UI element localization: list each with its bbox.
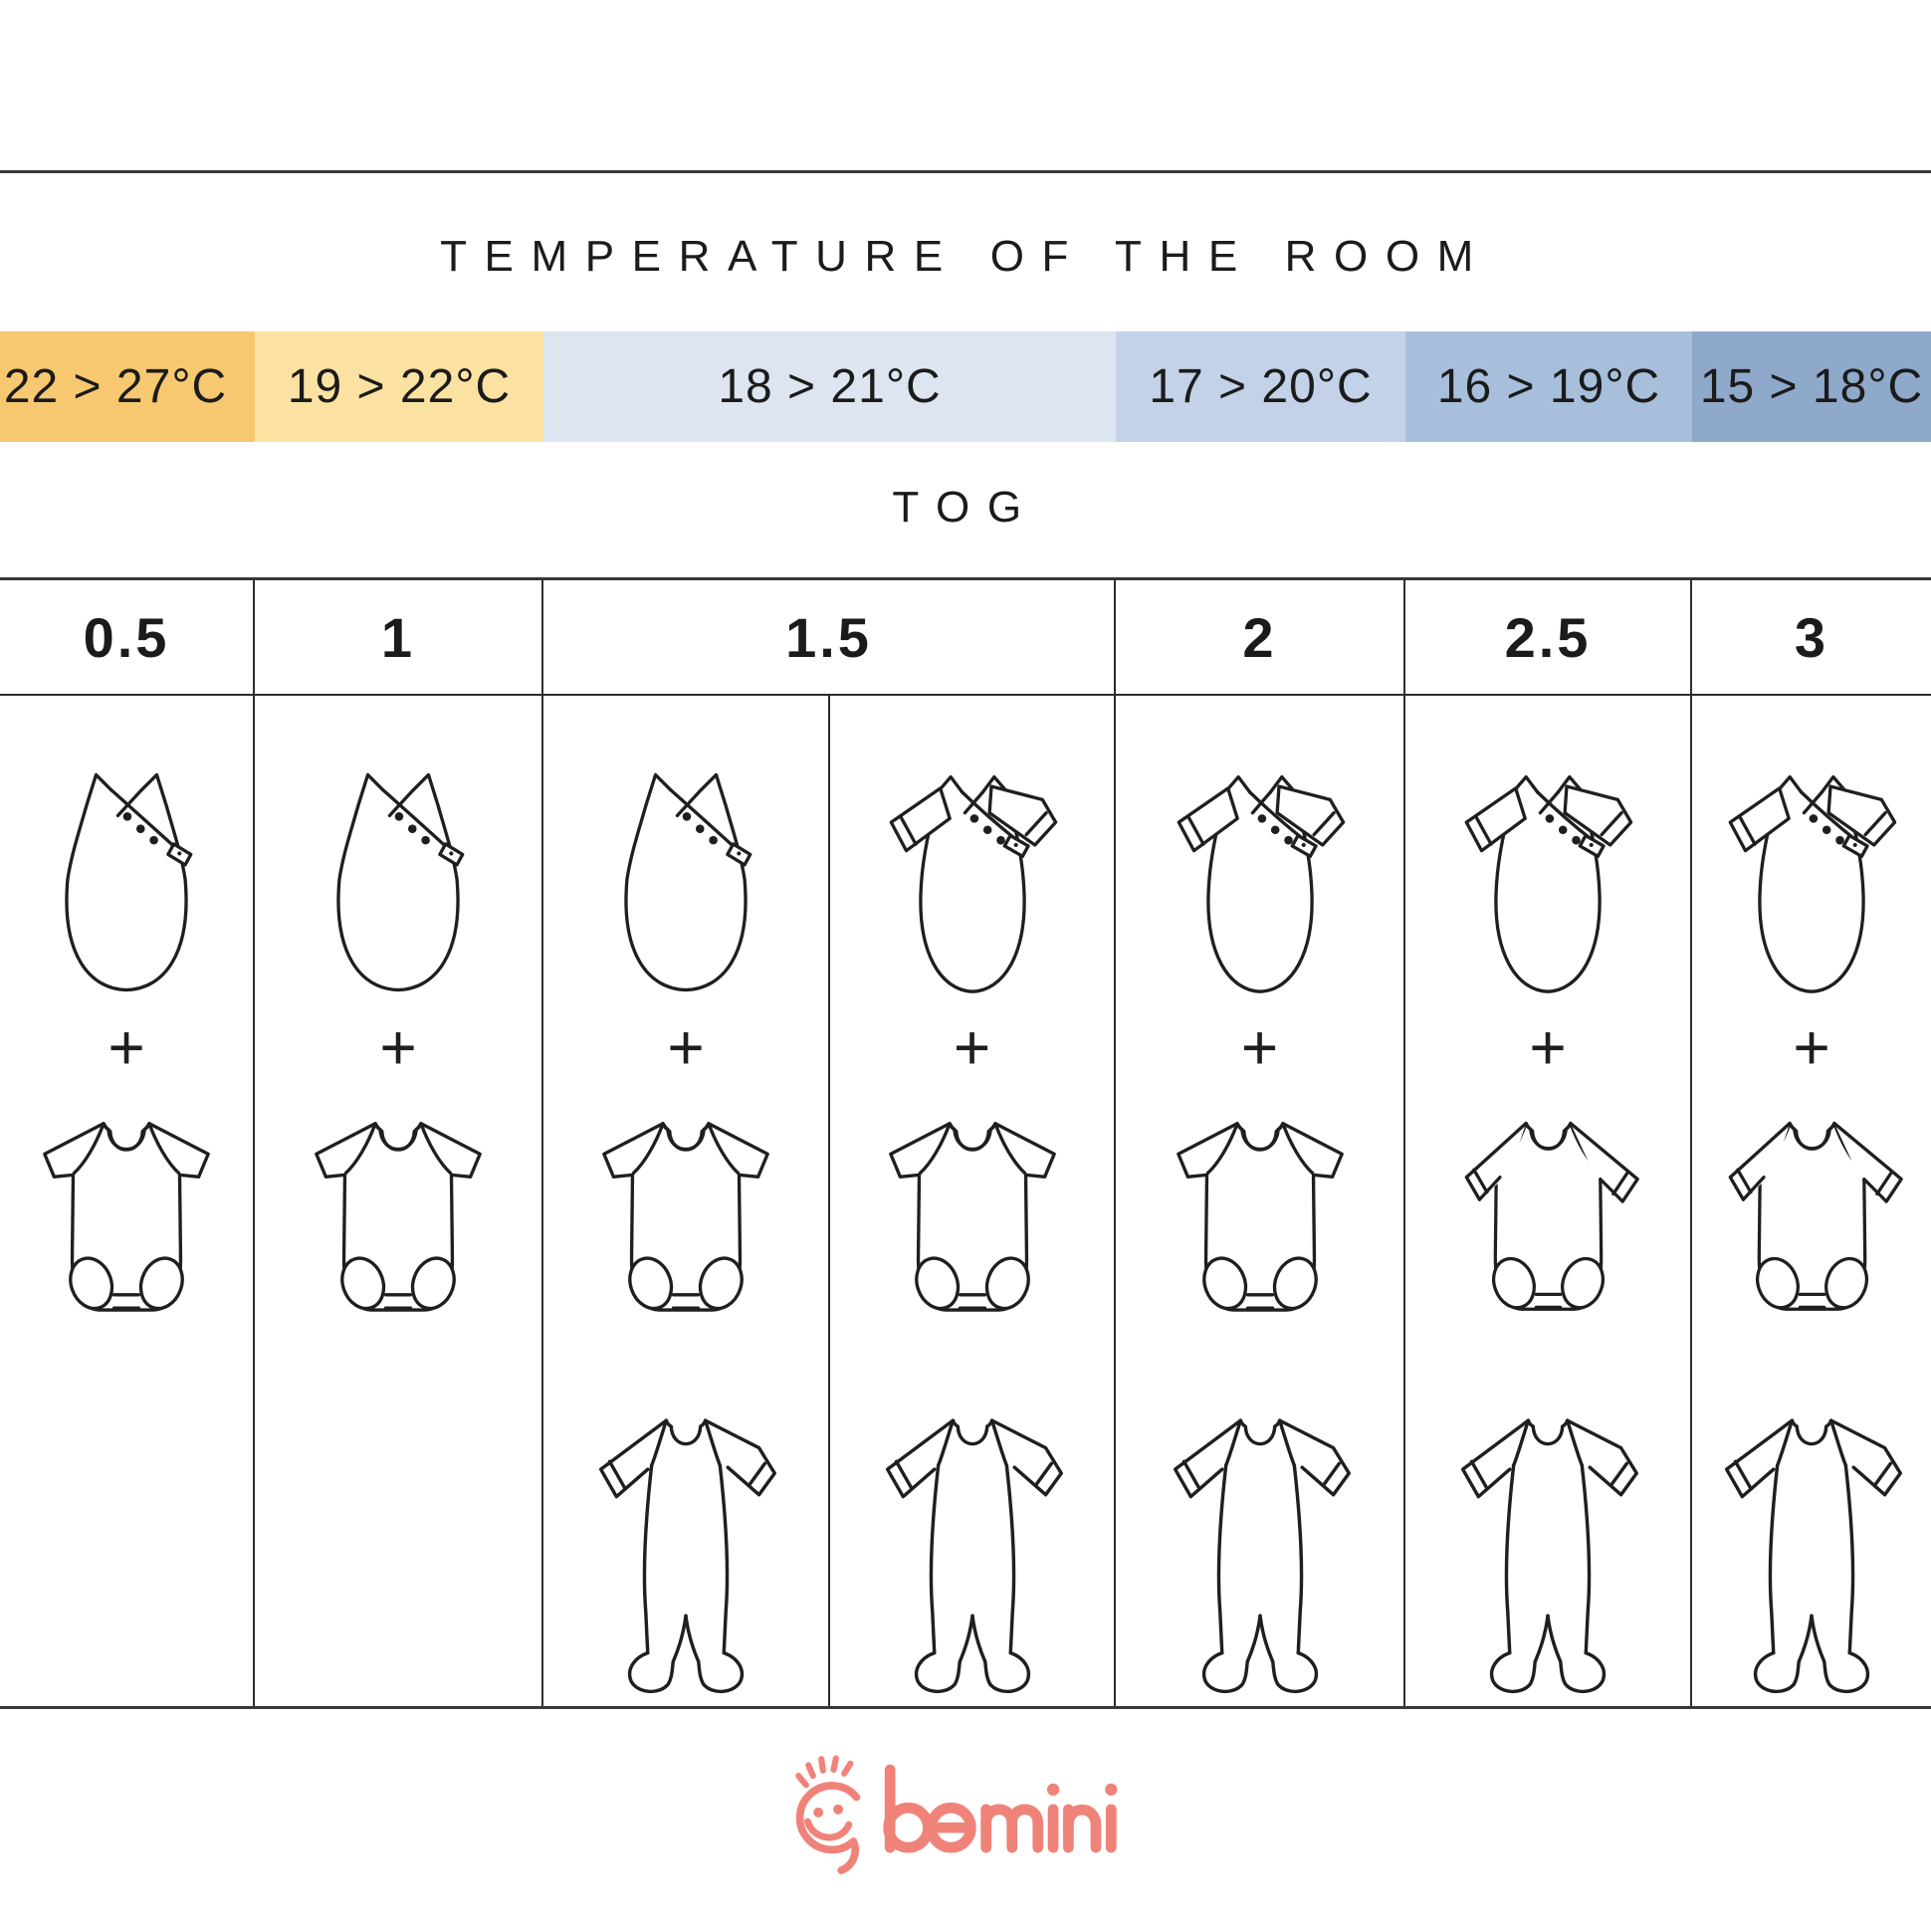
plus-sign: +: [379, 1011, 417, 1083]
tog-column-1-cell: +: [255, 696, 543, 1706]
temp-segment-22-27: 22 > 27°C: [0, 331, 255, 442]
tog-column-2.5-cell: +: [1405, 696, 1692, 1706]
plus-sign: +: [1529, 1011, 1567, 1083]
long-sleeve-sleeping-bag-icon: [1177, 774, 1345, 993]
temp-segment-label: 17 > 20°C: [1149, 360, 1373, 413]
tog-header-3: 3: [1692, 580, 1931, 696]
top-divider-line: [0, 170, 1931, 173]
sleeveless-sleeping-bag-icon: [65, 772, 193, 992]
temp-segment-label: 18 > 21°C: [718, 360, 942, 413]
plus-sign: +: [1240, 1011, 1279, 1083]
plus-sign: +: [107, 1011, 145, 1083]
long-sleeve-sleeping-bag-icon: [889, 774, 1057, 993]
short-sleeve-bodysuit-icon: [315, 1122, 482, 1313]
tog-column-2-cell: +: [1116, 696, 1405, 1706]
footed-pajamas-icon: [1173, 1418, 1351, 1694]
tog-table: 0.5 1 1.5 2 2.5 3 + + + + + +: [0, 577, 1931, 1709]
temp-segment-16-19: 16 > 19°C: [1405, 331, 1692, 442]
sleeveless-sleeping-bag-icon: [336, 772, 465, 992]
temp-segment-17-20: 17 > 20°C: [1116, 331, 1405, 442]
short-sleeve-bodysuit-icon: [43, 1122, 210, 1313]
tog-header-1: 1: [255, 580, 543, 696]
footed-pajamas-icon: [885, 1418, 1063, 1694]
short-sleeve-bodysuit-icon: [888, 1122, 1056, 1313]
temp-segment-label: 22 > 27°C: [3, 360, 228, 413]
tog-header-2: 2: [1116, 580, 1405, 696]
temp-segment-label: 16 > 19°C: [1436, 360, 1661, 413]
tog-column-1.5b-cell: +: [830, 696, 1116, 1706]
footed-pajamas-icon: [598, 1418, 776, 1694]
tog-header-2.5: 2.5: [1405, 580, 1692, 696]
long-sleeve-sleeping-bag-icon: [1728, 774, 1897, 993]
footed-pajamas-icon: [1460, 1418, 1638, 1694]
temp-segment-19-22: 19 > 22°C: [255, 331, 543, 442]
tog-header-0.5: 0.5: [0, 580, 255, 696]
tog-column-1.5a-cell: +: [543, 696, 830, 1706]
plus-sign: +: [953, 1011, 991, 1083]
long-sleeve-bodysuit-icon: [1728, 1121, 1903, 1313]
plus-sign: +: [667, 1011, 705, 1083]
long-sleeve-sleeping-bag-icon: [1464, 774, 1633, 993]
temp-segment-15-18: 15 > 18°C: [1692, 331, 1931, 442]
temp-segment-label: 15 > 18°C: [1699, 360, 1924, 413]
tog-header-1.5: 1.5: [543, 580, 1116, 696]
plus-sign: +: [1793, 1011, 1830, 1083]
tog-column-0.5-cell: +: [0, 696, 255, 1706]
bemini-wordmark: [786, 1750, 1145, 1887]
short-sleeve-bodysuit-icon: [602, 1122, 769, 1313]
temp-segment-label: 19 > 22°C: [287, 360, 512, 413]
smiley-face-icon: [798, 1758, 1117, 1870]
sleeveless-sleeping-bag-icon: [624, 772, 752, 992]
page-title: TEMPERATURE OF THE ROOM: [440, 232, 1491, 281]
tog-title: TOG: [892, 483, 1039, 532]
short-sleeve-bodysuit-icon: [1176, 1122, 1344, 1313]
temp-segment-18-21: 18 > 21°C: [543, 331, 1116, 442]
bemini-logo: [786, 1750, 1145, 1887]
long-sleeve-bodysuit-icon: [1464, 1121, 1639, 1313]
tog-column-3-cell: +: [1692, 696, 1931, 1706]
footed-pajamas-icon: [1724, 1418, 1902, 1694]
temperature-band: 22 > 27°C 19 > 22°C 18 > 21°C 17 > 20°C …: [0, 331, 1931, 442]
